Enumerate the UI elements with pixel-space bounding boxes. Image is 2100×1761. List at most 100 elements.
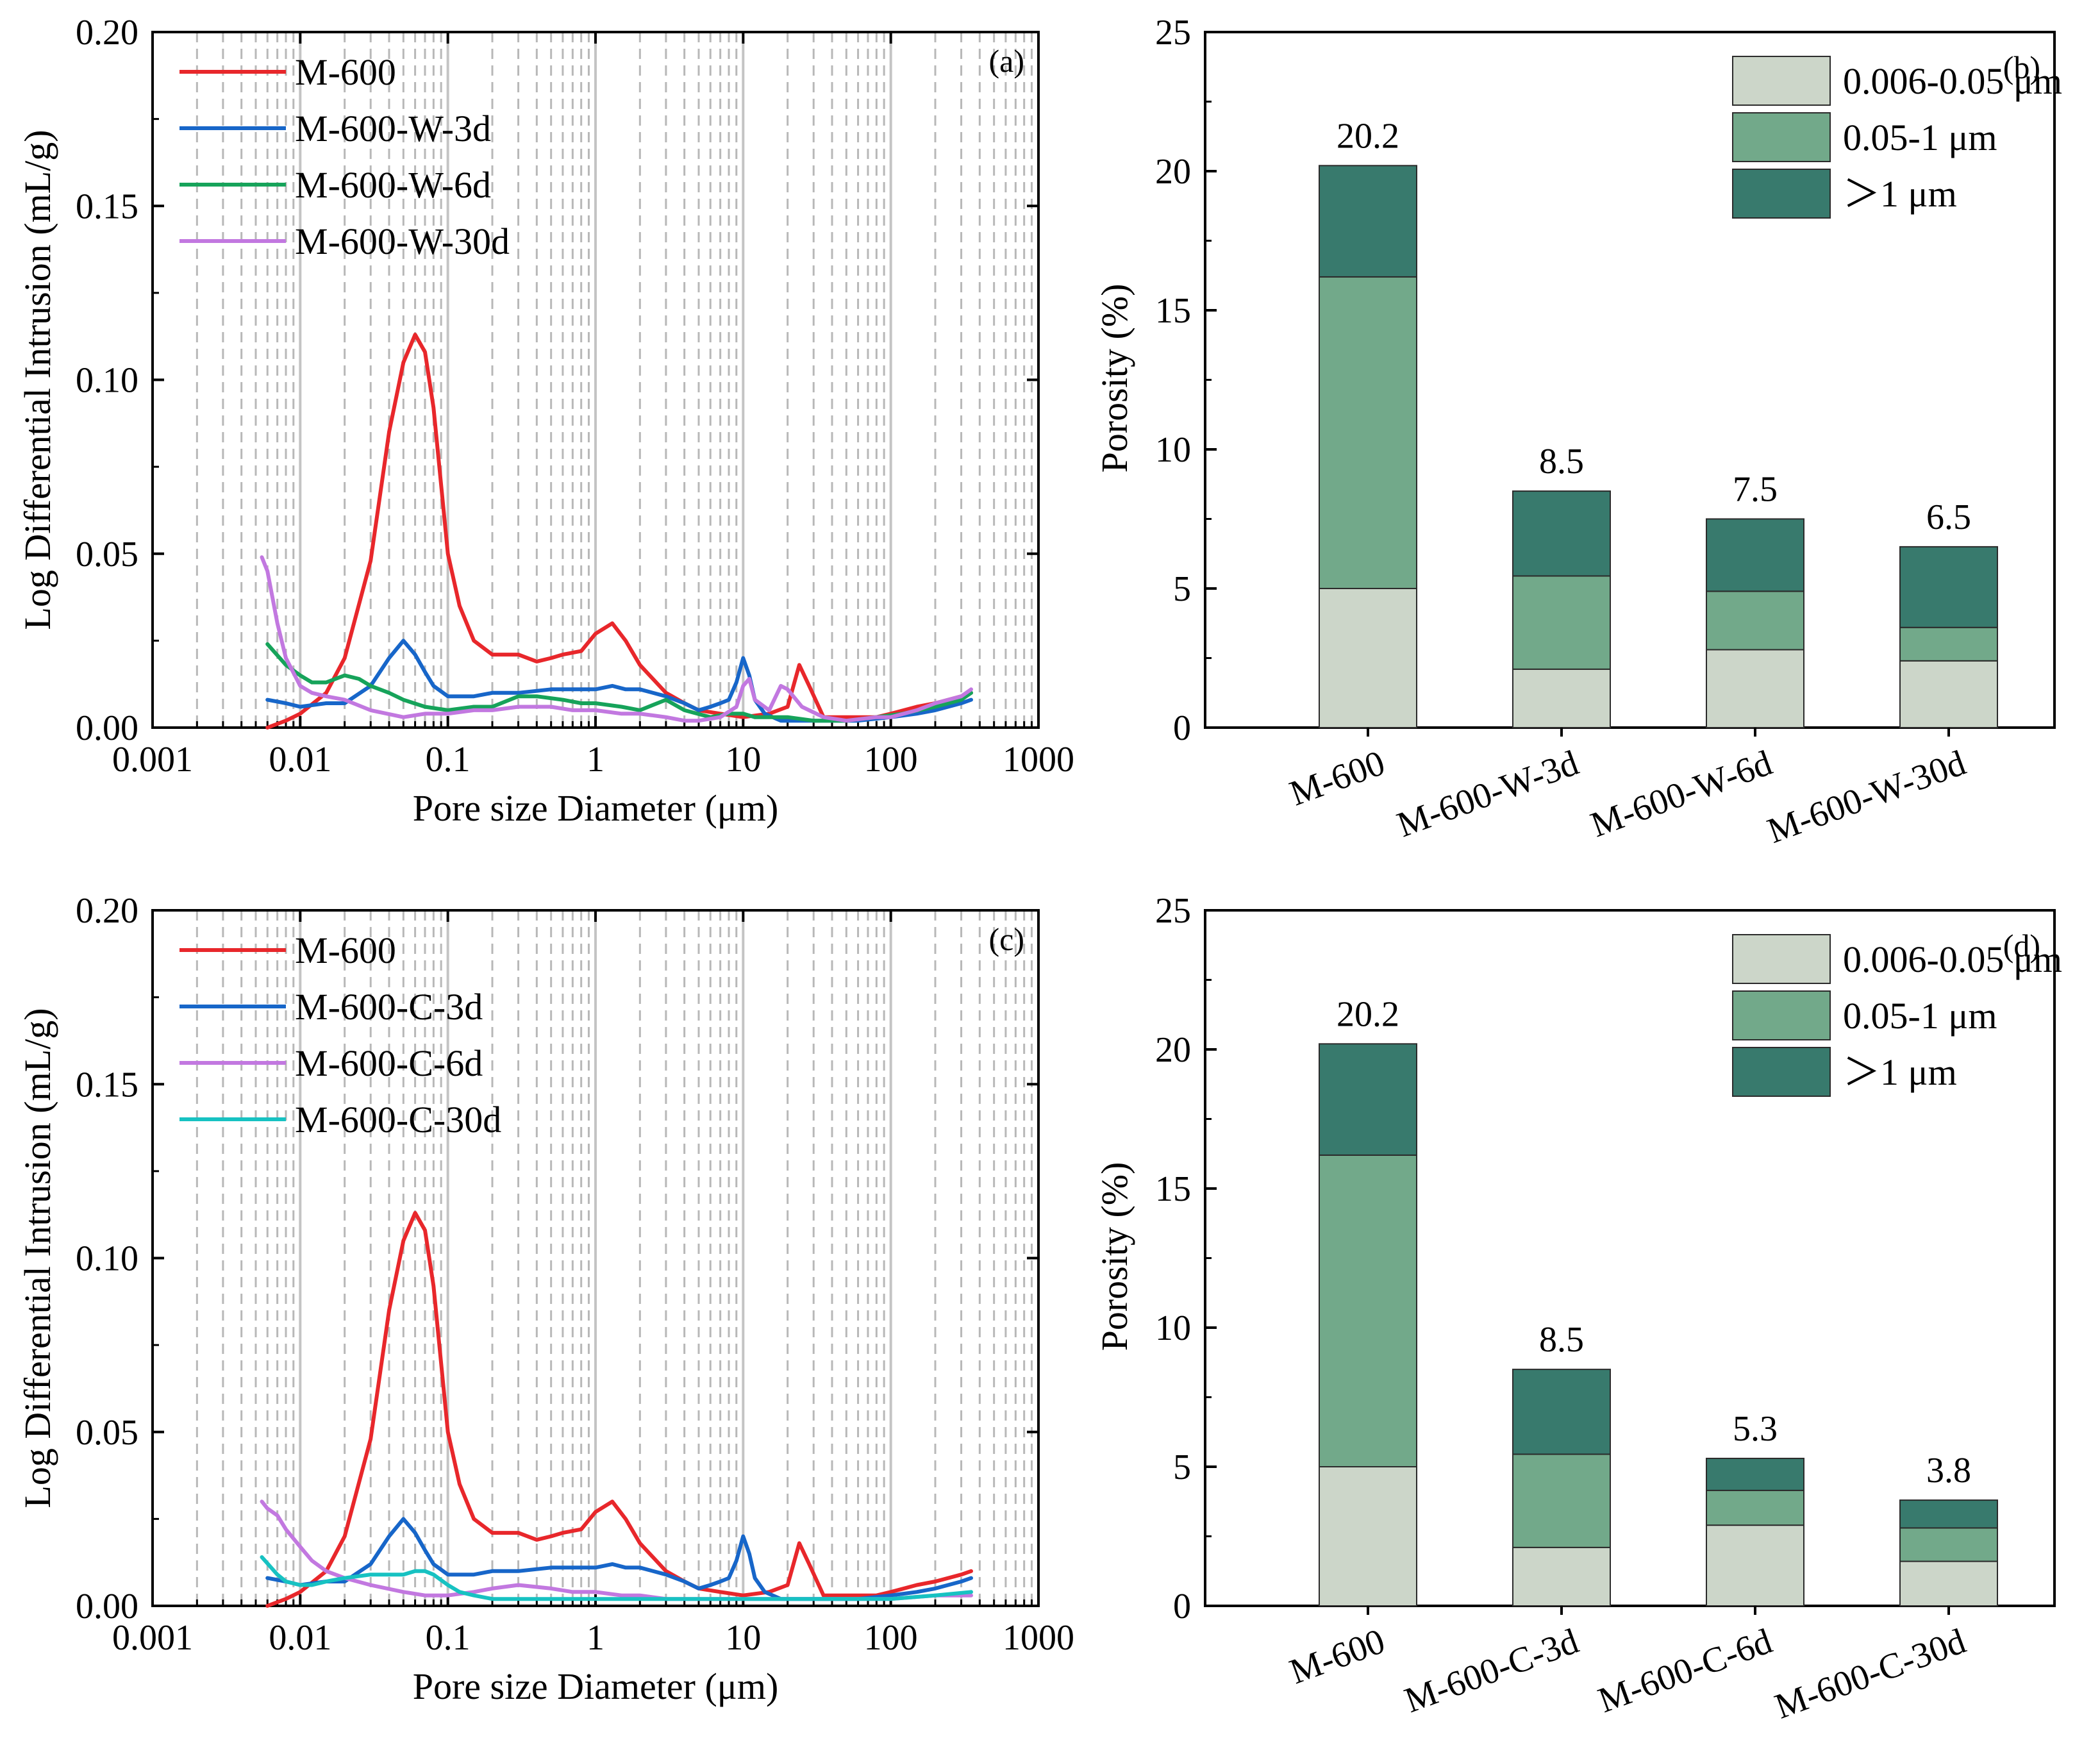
bar-segment-m-600-1-m	[1319, 1043, 1417, 1156]
bar-segment-m-600-c-6d-1-m	[1706, 1457, 1804, 1491]
y-tick-label: 15	[1155, 291, 1191, 331]
y-tick-label: 20	[1155, 1030, 1191, 1070]
x-tick-label: 1	[587, 1618, 604, 1658]
x-axis-title: Pore size Diameter (μm)	[413, 787, 779, 829]
bar-segment-m-600-0-05-1-m	[1319, 1154, 1417, 1467]
bar-segment-m-600-w-30d-0-05-1-m	[1899, 626, 1998, 662]
y-tick-label: 5	[1173, 569, 1191, 609]
bar-segment-m-600-c-30d-1-m	[1899, 1499, 1998, 1529]
y-tick-label: 0	[1173, 1587, 1191, 1626]
x-axis-title: Pore size Diameter (μm)	[413, 1665, 779, 1707]
x-tick-label: 0.01	[269, 1618, 331, 1658]
y-tick-label: 0.05	[76, 1413, 138, 1453]
bar-chart-b: 0 5 10 15 20 25 Porosity (%) 20.2 M-600 8.5 M-600-…	[1094, 13, 2062, 851]
x-tick-label: 100	[864, 740, 918, 780]
panel-a: 0.001 0.01 0.1 1 10 100 1000 0.00 0.05 0.10 0.15 0.…	[0, 0, 1074, 853]
grid-lines	[196, 32, 1033, 728]
legend-label-m-600-c-6d: M-600-C-6d	[295, 1042, 483, 1084]
legend-label-m-600-w-3d: M-600-W-3d	[295, 108, 491, 149]
series-line-m-600-c-6d	[260, 1499, 973, 1601]
legend-label-0-05-1-m: 0.05-1 μm	[1843, 117, 1997, 158]
x-category-label: M-600-C-3d	[1399, 1621, 1583, 1721]
y-tick-label: 0.10	[76, 1239, 138, 1279]
bar-segment-m-600-c-30d-0-05-1-m	[1899, 1527, 1998, 1562]
bar-segment-m-600-w-6d-0-05-1-m	[1706, 590, 1804, 651]
y-tick-label: 25	[1155, 891, 1191, 931]
bar-segment-m-600-w-30d-0-006-0-05-m	[1899, 660, 1998, 728]
series-line-m-600	[265, 333, 973, 730]
legend-label-m-600: M-600	[295, 51, 396, 93]
y-axis-title: Log Differential Intrusion (mL/g)	[17, 1008, 58, 1508]
bar-segment-m-600-0-006-0-05-m	[1319, 1466, 1417, 1607]
y-tick-label: 0.10	[76, 361, 138, 401]
y-tick-label: 0.15	[76, 187, 138, 226]
bar-segment-m-600-c-6d-0-05-1-m	[1706, 1489, 1804, 1526]
bar-segment-m-600-w-3d-0-006-0-05-m	[1512, 668, 1611, 728]
legend-swatch-0-006-0-05-m	[1732, 934, 1831, 984]
grid-lines	[196, 910, 1033, 1606]
series-line-m-600	[265, 1211, 973, 1608]
panel-label: (a)	[989, 43, 1025, 79]
legend-swatch-0-05-1-m	[1732, 112, 1831, 162]
y-tick-label: 0.15	[76, 1065, 138, 1105]
series-line-m-600-w-3d	[265, 638, 973, 723]
bar-segment-m-600-w-30d-1-m	[1899, 546, 1998, 628]
bar-segment-m-600-c-3d-0-05-1-m	[1512, 1453, 1611, 1548]
y-axis-title: Porosity (%)	[1094, 284, 1135, 473]
legend-label-0-05-1-m: 0.05-1 μm	[1843, 995, 1997, 1037]
y-tick-label: 0.00	[76, 708, 138, 748]
panel-label: (c)	[989, 921, 1025, 957]
x-category-label: M-600-W-6d	[1586, 743, 1778, 845]
series-line-m-600-c-30d	[260, 1555, 973, 1601]
y-tick-label: 20	[1155, 152, 1191, 192]
bar-segment-m-600-0-006-0-05-m	[1319, 588, 1417, 728]
x-category-label: M-600	[1285, 743, 1390, 814]
bar-total-label: 6.5	[1926, 497, 1971, 537]
series-line-m-600-w-30d	[260, 555, 973, 723]
y-tick-label: 0.20	[76, 13, 138, 53]
y-axis-title: Log Differential Intrusion (mL/g)	[17, 129, 58, 630]
legend-swatch-1-m	[1732, 1047, 1831, 1097]
bar-segment-m-600-c-6d-0-006-0-05-m	[1706, 1524, 1804, 1607]
bar-total-label: 7.5	[1733, 470, 1778, 510]
x-category-label: M-600	[1285, 1621, 1390, 1692]
legend-label-1-m: ＞1 μm	[1843, 1051, 1957, 1093]
x-category-label: M-600-C-6d	[1593, 1621, 1777, 1721]
bar-total-label: 8.5	[1539, 442, 1584, 481]
x-tick-label: 1000	[1003, 740, 1074, 780]
x-category-label: M-600-W-3d	[1392, 743, 1584, 845]
x-tick-label: 100	[864, 1618, 918, 1658]
bar-segment-m-600-0-05-1-m	[1319, 276, 1417, 589]
series-line-m-600-w-6d	[265, 642, 973, 723]
x-tick-label: 0.001	[112, 740, 193, 780]
bar-total-label: 5.3	[1733, 1409, 1778, 1449]
y-axis-title: Porosity (%)	[1094, 1162, 1135, 1351]
legend-label-m-600: M-600	[295, 930, 396, 971]
legend-label-m-600-w-6d: M-600-W-6d	[295, 164, 491, 206]
legend-label-0-006-0-05-m: 0.006-0.05 μm	[1843, 939, 2062, 980]
x-tick-label: 1000	[1003, 1618, 1074, 1658]
bar-chart-d: 0 5 10 15 20 25 Porosity (%) 20.2 M-600 8.5 M-600-…	[1094, 891, 2062, 1727]
y-tick-label: 10	[1155, 430, 1191, 470]
panel-d: 0 5 10 15 20 25 Porosity (%) 20.2 M-600 8.5 M-600-…	[1077, 878, 2096, 1757]
x-tick-label: 10	[725, 740, 761, 780]
legend-label-m-600-c-3d: M-600-C-3d	[295, 986, 483, 1028]
y-tick-label: 5	[1173, 1448, 1191, 1487]
bar-segment-m-600-w-3d-1-m	[1512, 490, 1611, 577]
y-tick-label: 0.20	[76, 891, 138, 931]
panel-label: (d)	[2003, 928, 2040, 964]
line-chart-c: 0.001 0.01 0.1 1 10 100 1000 0.00 0.05 0.10 0.15 0.…	[17, 891, 1074, 1707]
bar-segment-m-600-c-30d-0-006-0-05-m	[1899, 1560, 1998, 1607]
legend-label-1-m: ＞1 μm	[1843, 173, 1957, 215]
bar-segment-m-600-c-3d-1-m	[1512, 1369, 1611, 1455]
panel-c: 0.001 0.01 0.1 1 10 100 1000 0.00 0.05 0.10 0.15 0.…	[0, 878, 1074, 1757]
legend-swatch-0-006-0-05-m	[1732, 56, 1831, 106]
bar-total-label: 3.8	[1926, 1451, 1971, 1490]
line-chart-a: 0.001 0.01 0.1 1 10 100 1000 0.00 0.05 0.10 0.15 0.…	[17, 13, 1074, 829]
x-tick-label: 0.01	[269, 740, 331, 780]
x-category-label: M-600-C-30d	[1770, 1621, 1971, 1727]
panel-b: 0 5 10 15 20 25 Porosity (%) 20.2 M-600 8.5 M-600-…	[1077, 0, 2096, 878]
panel-label: (b)	[2003, 49, 2040, 85]
y-tick-label: 0	[1173, 708, 1191, 748]
x-tick-label: 0.001	[112, 1618, 193, 1658]
